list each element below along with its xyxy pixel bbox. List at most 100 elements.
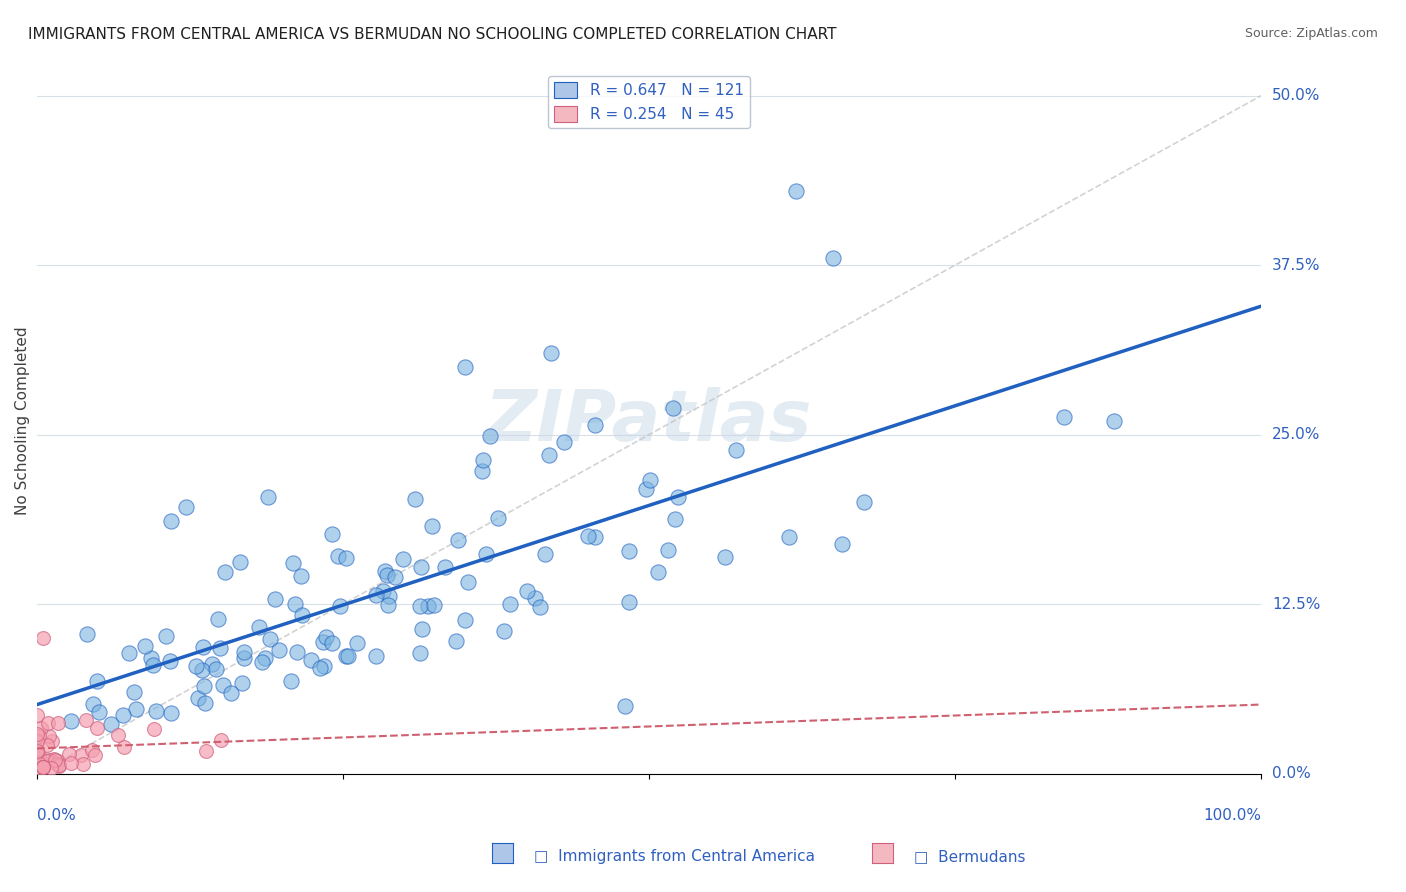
Point: [309, 660, 332, 674]
Point: [269, 643, 291, 657]
Point: [247, 619, 270, 633]
Point: [1102, 414, 1125, 428]
Point: [231, 676, 253, 690]
Point: [636, 483, 658, 497]
Point: [447, 533, 470, 547]
Point: [613, 698, 636, 713]
Point: [284, 597, 307, 611]
Point: [84, 747, 107, 762]
Point: [44, 753, 66, 767]
Point: [433, 559, 456, 574]
Point: [155, 629, 177, 643]
Point: [259, 632, 281, 647]
Point: [193, 640, 215, 655]
Point: [312, 658, 335, 673]
Point: [32, 756, 55, 771]
Point: [58, 747, 80, 761]
Point: [100, 716, 122, 731]
Point: [72, 757, 94, 772]
Point: [193, 680, 215, 694]
Point: [32, 760, 55, 774]
Point: [201, 657, 224, 672]
Text: 100.0%: 100.0%: [1204, 808, 1261, 823]
Point: [46, 756, 69, 771]
Point: [457, 574, 479, 589]
Point: [25, 727, 48, 741]
Point: [145, 704, 167, 718]
Point: [32, 760, 55, 774]
Point: [42, 752, 65, 766]
Point: [160, 706, 183, 720]
Point: [27, 747, 49, 762]
Point: [724, 443, 747, 458]
Point: [373, 583, 395, 598]
Point: [779, 530, 801, 544]
Point: [232, 650, 254, 665]
Point: [280, 673, 302, 688]
Point: [125, 701, 148, 715]
Point: [48, 758, 70, 772]
Point: [454, 359, 477, 374]
Point: [378, 589, 401, 603]
Point: [253, 651, 276, 665]
Point: [420, 519, 443, 533]
Point: [39, 761, 62, 775]
Point: [256, 490, 278, 504]
Text: IMMIGRANTS FROM CENTRAL AMERICA VS BERMUDAN NO SCHOOLING COMPLETED CORRELATION C: IMMIGRANTS FROM CENTRAL AMERICA VS BERMU…: [28, 27, 837, 42]
Point: [785, 184, 807, 198]
Point: [48, 759, 70, 773]
Point: [617, 544, 640, 558]
Point: [321, 636, 343, 650]
Point: [60, 756, 83, 771]
Text: ZIPatlas: ZIPatlas: [485, 386, 813, 456]
Point: [159, 514, 181, 528]
Point: [25, 734, 48, 748]
Point: [377, 599, 399, 613]
Point: [25, 763, 48, 777]
Point: [176, 500, 198, 514]
Point: [411, 560, 433, 574]
Point: [214, 565, 236, 579]
Point: [336, 648, 359, 663]
Point: [263, 592, 285, 607]
Point: [219, 685, 242, 699]
Point: [416, 599, 439, 613]
Point: [75, 714, 97, 728]
Point: [27, 756, 49, 770]
Point: [583, 417, 606, 432]
Point: [374, 564, 396, 578]
Point: [576, 529, 599, 543]
Point: [194, 744, 217, 758]
Point: [326, 549, 349, 563]
Point: [422, 599, 444, 613]
Point: [444, 634, 467, 648]
Point: [411, 622, 433, 636]
Point: [285, 645, 308, 659]
Point: [312, 634, 335, 648]
Point: [321, 527, 343, 541]
Point: [392, 552, 415, 566]
Point: [111, 708, 134, 723]
Point: [46, 716, 69, 731]
Point: [335, 648, 357, 663]
Point: [30, 722, 52, 736]
Point: [492, 624, 515, 638]
Point: [666, 490, 689, 504]
Point: [41, 734, 63, 748]
Point: [25, 707, 48, 722]
Point: [212, 678, 235, 692]
Point: [315, 630, 337, 644]
Point: [299, 653, 322, 667]
Point: [25, 744, 48, 758]
Point: [159, 654, 181, 668]
Text: 50.0%: 50.0%: [1272, 88, 1320, 103]
Point: [46, 754, 69, 768]
Point: [32, 631, 55, 645]
Point: [25, 745, 48, 759]
Point: [204, 663, 226, 677]
Point: [233, 645, 256, 659]
Point: [377, 567, 399, 582]
Point: [25, 734, 48, 748]
Text: 37.5%: 37.5%: [1272, 258, 1320, 273]
Point: [384, 570, 406, 584]
